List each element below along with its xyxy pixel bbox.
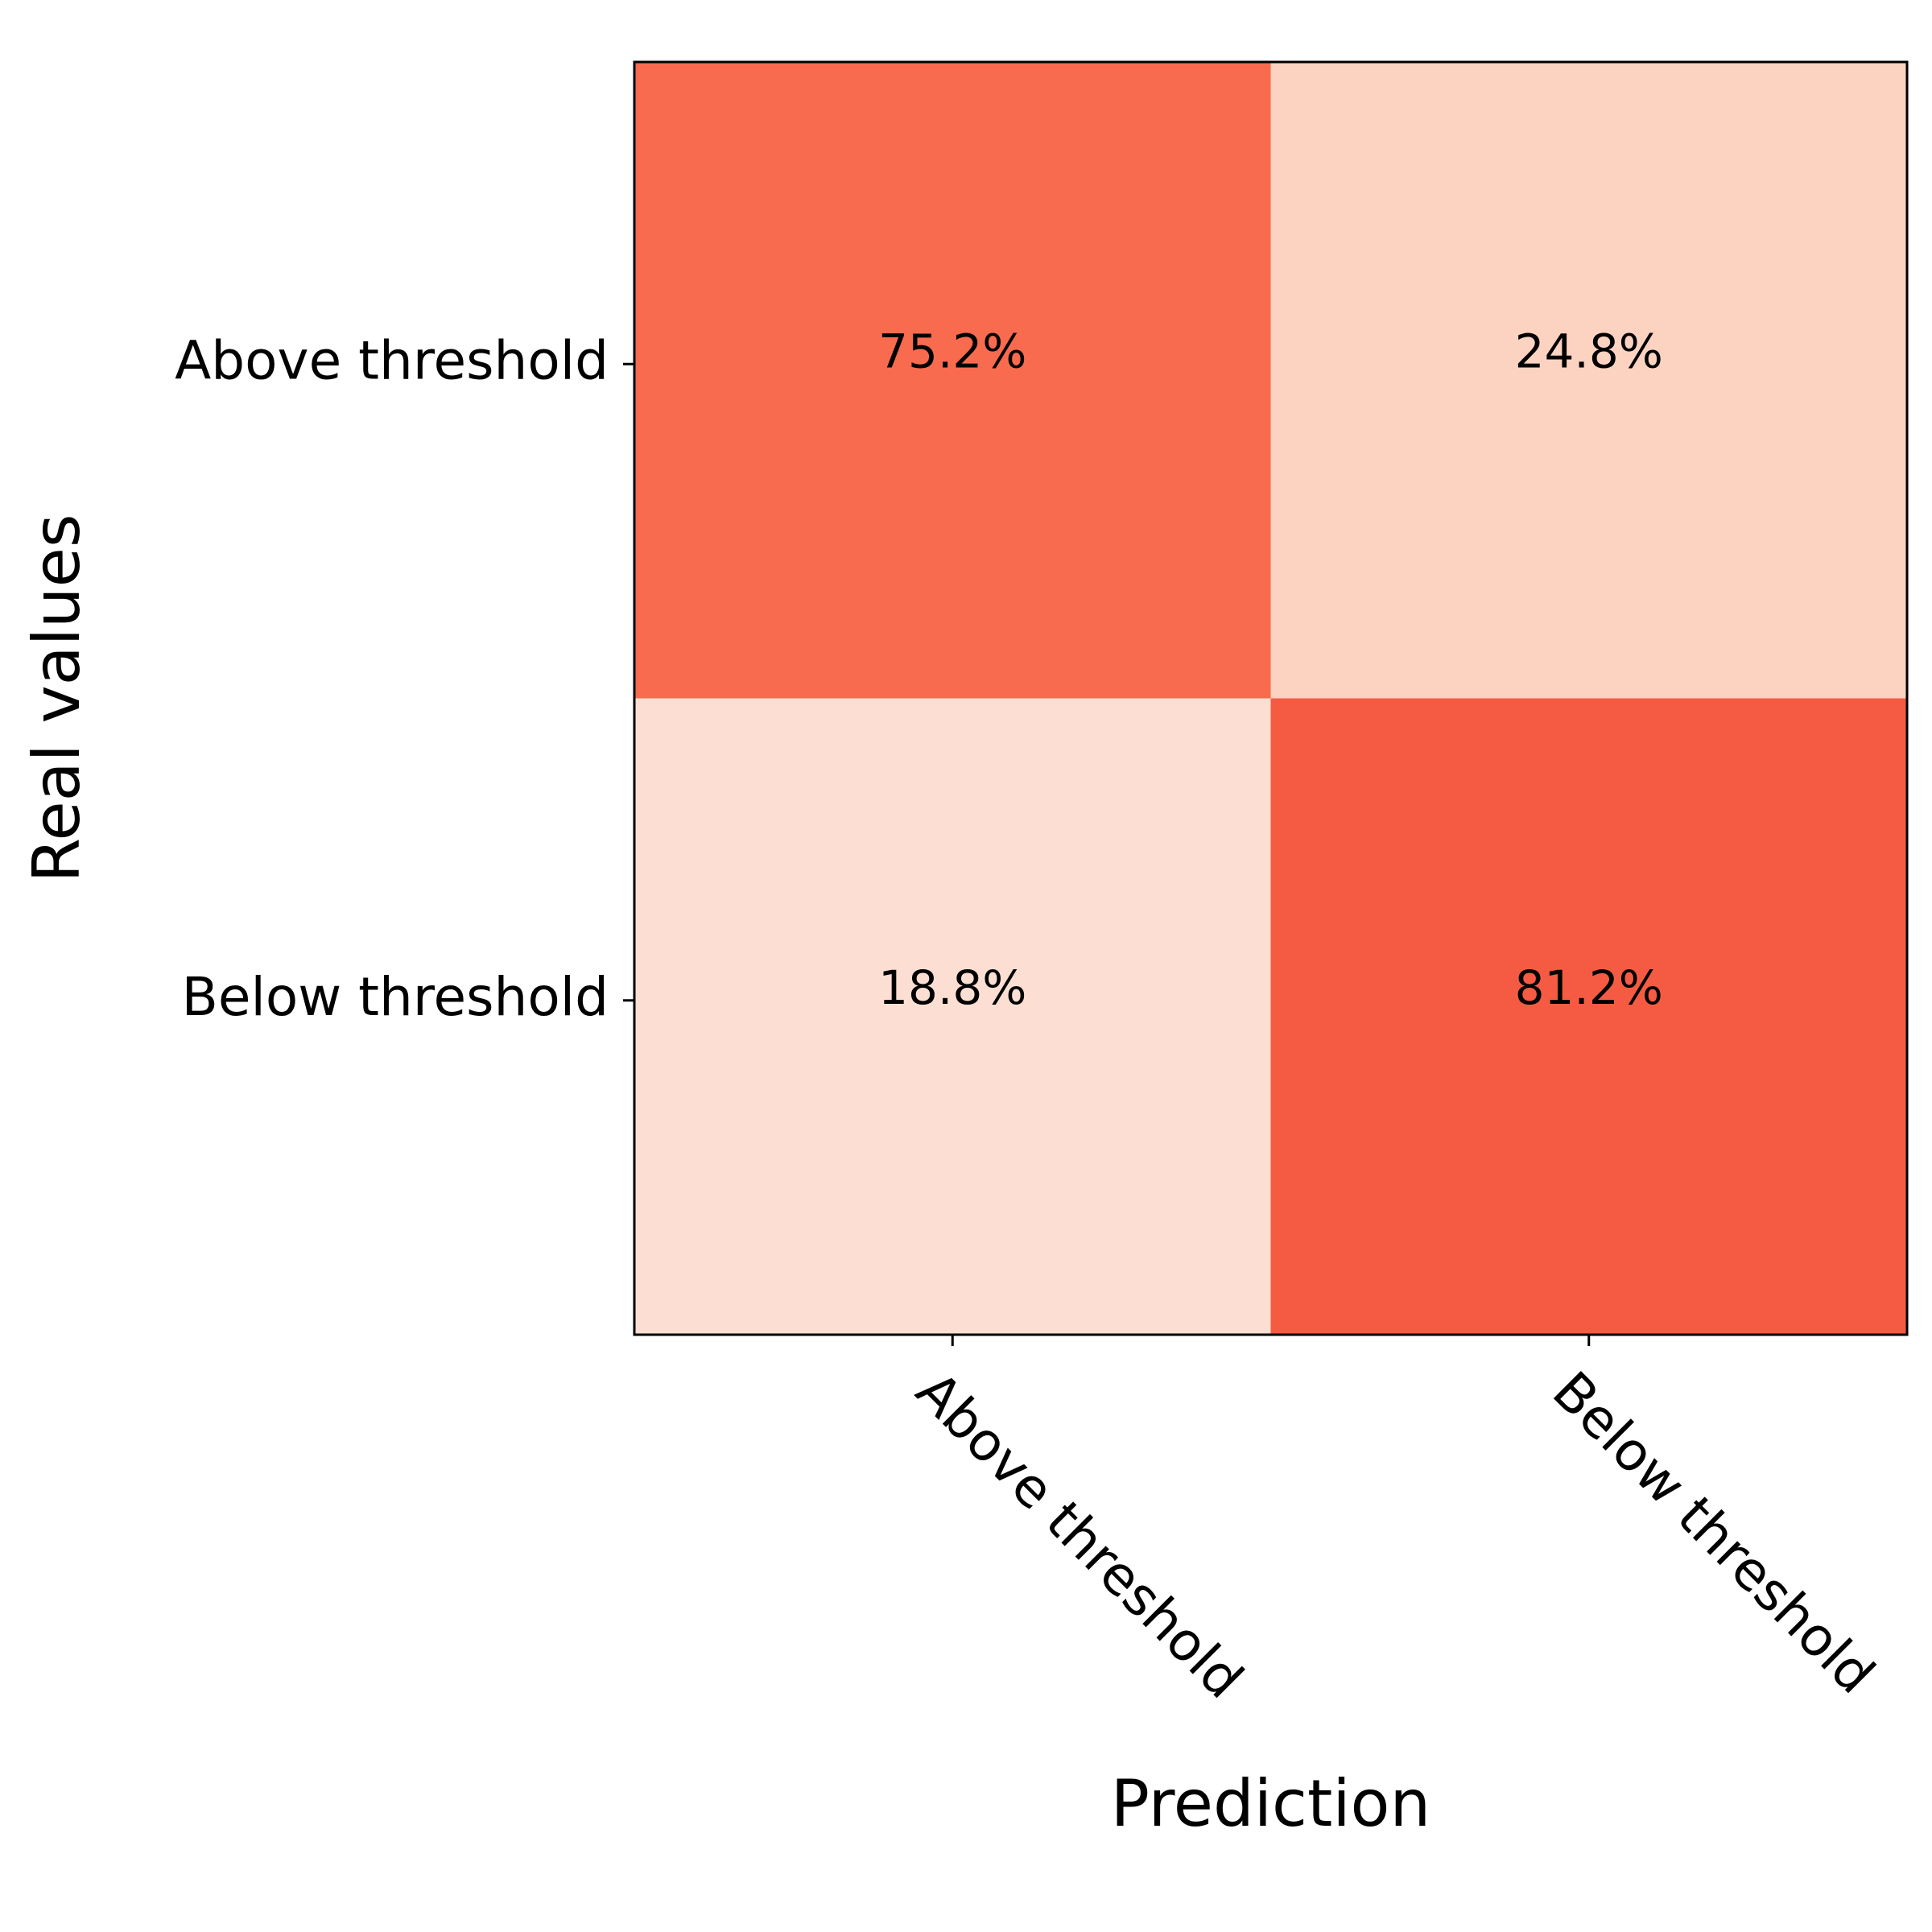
plot-frame bbox=[633, 60, 1909, 1336]
cell-label-0-0: 75.2% bbox=[878, 324, 1026, 378]
heatmap-cell-0-1 bbox=[1270, 62, 1907, 699]
cell-label-1-0: 18.8% bbox=[878, 960, 1026, 1015]
x-axis-title: Prediction bbox=[1111, 1766, 1430, 1841]
heatmap-cells bbox=[634, 62, 1907, 1335]
x-axis-ticks: Above threshold Below threshold bbox=[904, 1335, 1886, 1711]
y-tick-label-0: Above threshold bbox=[175, 329, 609, 391]
y-axis-title: Real values bbox=[19, 514, 94, 882]
heatmap-cell-1-1 bbox=[1270, 698, 1907, 1335]
y-axis-ticks: Above threshold Below threshold bbox=[175, 329, 634, 1028]
x-tick-label-1: Below threshold bbox=[1541, 1360, 1886, 1705]
y-tick-label-1: Below threshold bbox=[182, 966, 609, 1028]
cell-label-0-1: 24.8% bbox=[1515, 324, 1663, 378]
heatmap-cell-0-0 bbox=[634, 62, 1271, 699]
x-tick-label-0: Above threshold bbox=[904, 1360, 1255, 1711]
cell-label-1-1: 81.2% bbox=[1515, 960, 1663, 1015]
heatmap-cell-1-0 bbox=[634, 698, 1271, 1335]
cell-labels: 75.2% 24.8% 18.8% 81.2% bbox=[878, 324, 1663, 1015]
